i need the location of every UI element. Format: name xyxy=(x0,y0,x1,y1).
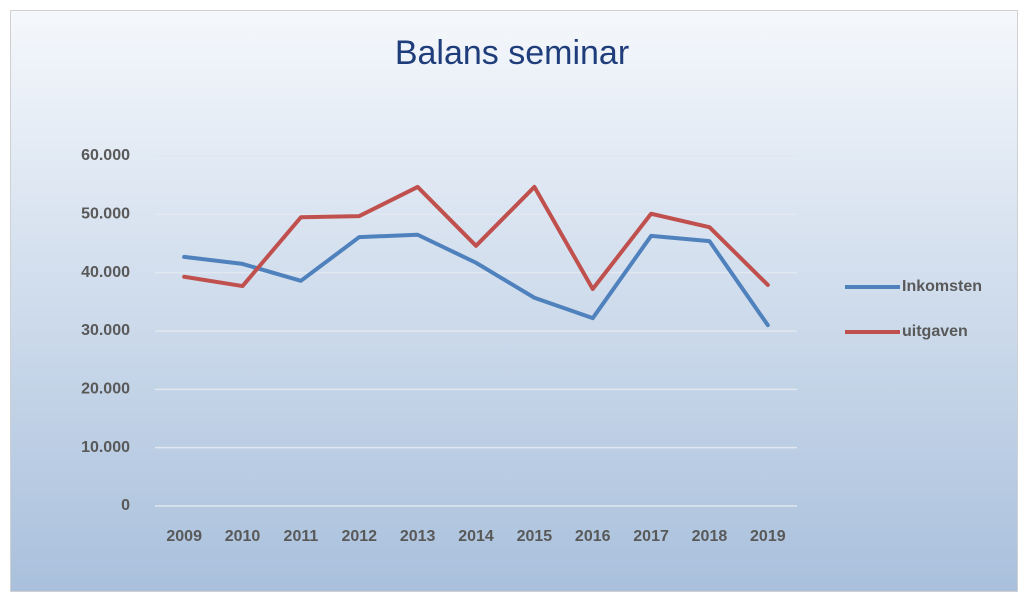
x-tick-label: 2016 xyxy=(575,528,611,545)
y-tick-label: 30.000 xyxy=(81,322,130,339)
legend-label: uitgaven xyxy=(902,323,968,340)
y-tick-label: 60.000 xyxy=(81,147,130,164)
x-tick-label: 2012 xyxy=(341,528,377,545)
line-series xyxy=(182,232,770,328)
x-tick-label: 2010 xyxy=(225,528,261,545)
y-tick-label: 50.000 xyxy=(81,206,130,223)
legend-label: Inkomsten xyxy=(902,278,982,295)
x-tick-label: 2015 xyxy=(517,528,553,545)
x-tick-label: 2018 xyxy=(692,528,728,545)
x-tick-label: 2014 xyxy=(458,528,494,545)
chart-area xyxy=(10,10,1018,592)
y-tick-label: 10.000 xyxy=(81,439,130,456)
chart-title: Balans seminar xyxy=(395,34,629,72)
x-tick-label: 2013 xyxy=(400,528,436,545)
x-tick-label: 2009 xyxy=(166,528,202,545)
y-tick-label: 20.000 xyxy=(81,381,130,398)
x-tick-label: 2017 xyxy=(633,528,669,545)
y-tick-label: 40.000 xyxy=(81,264,130,281)
x-tick-label: 2019 xyxy=(750,528,786,545)
line-series xyxy=(182,184,770,291)
y-tick-label: 0 xyxy=(121,497,130,514)
x-tick-label: 2011 xyxy=(284,528,319,545)
